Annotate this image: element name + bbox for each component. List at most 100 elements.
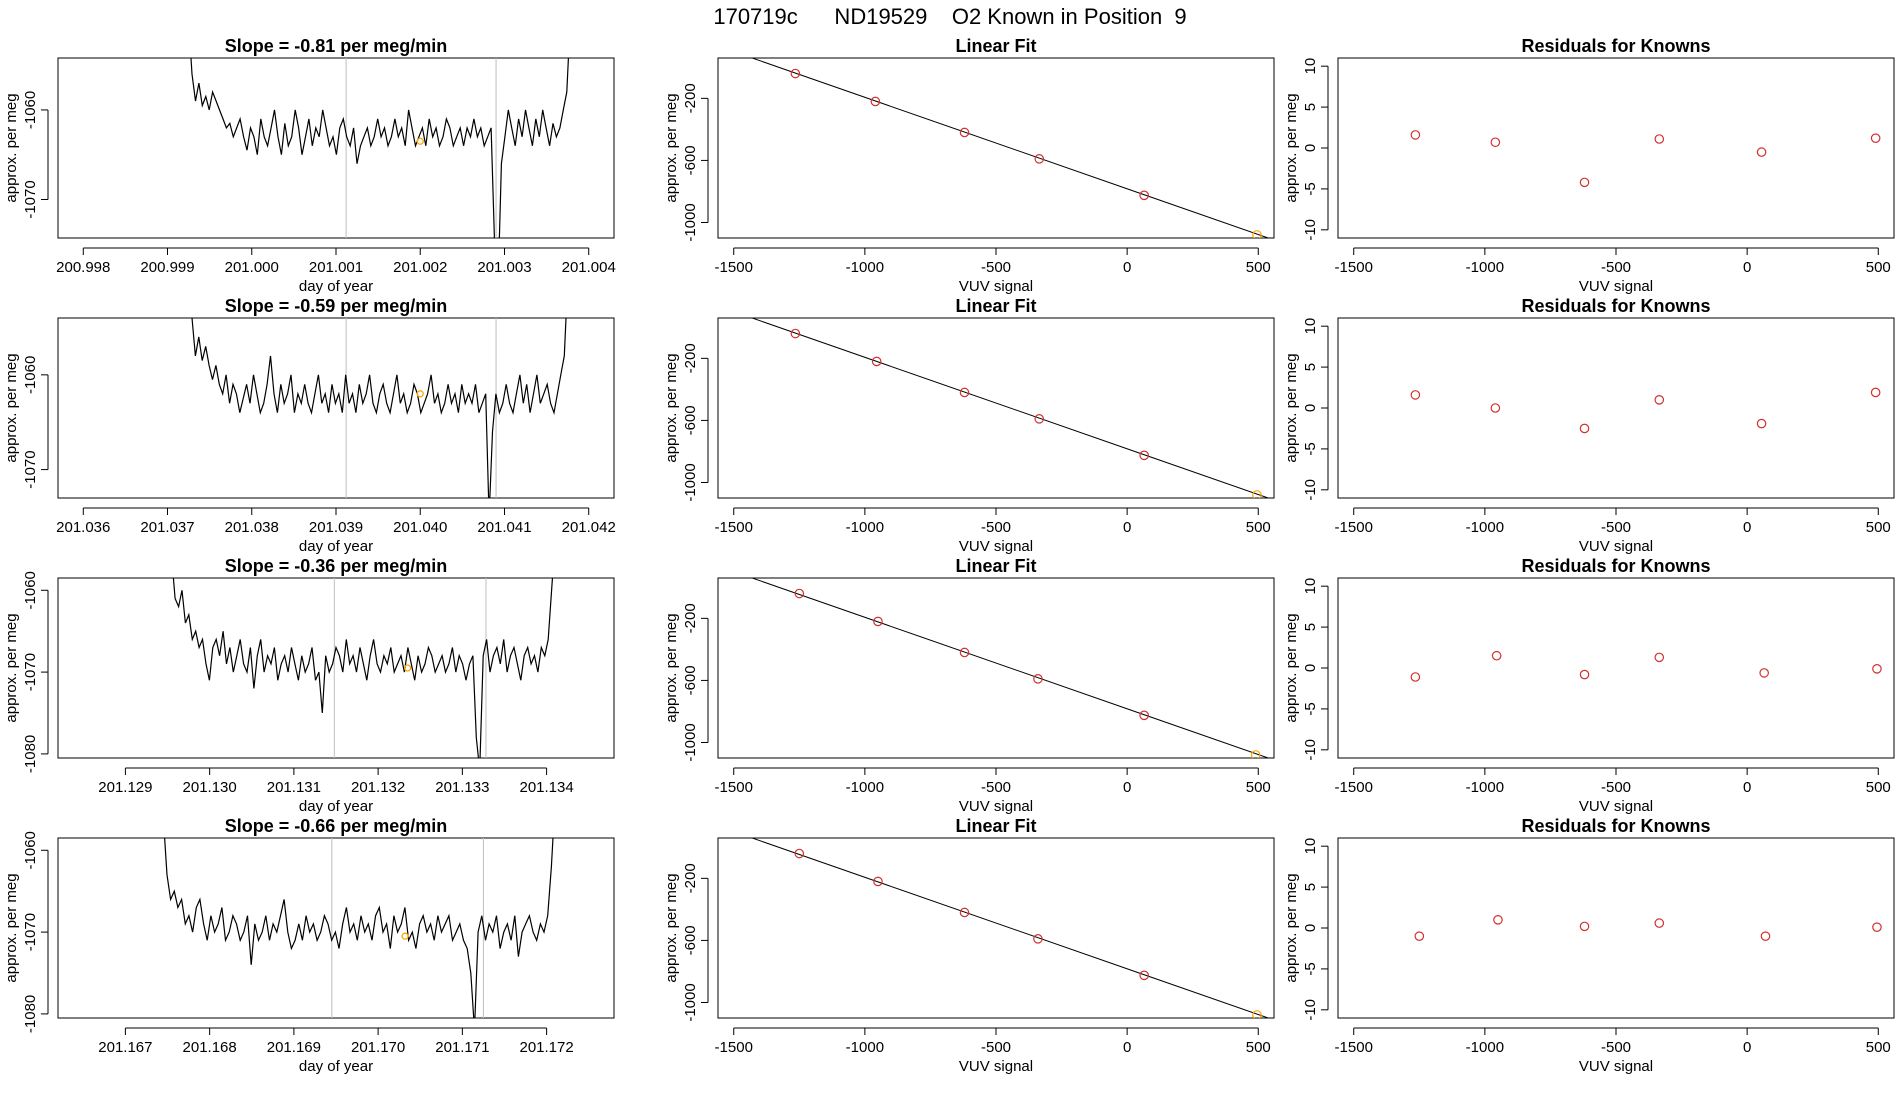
panel-title: Slope = -0.66 per meg/min <box>225 816 448 836</box>
panel-time-series-row-0: Slope = -0.81 per meg/min 200.998 200.999 2… <box>3 36 616 295</box>
highlight-point <box>416 390 424 398</box>
x-tick-label: -1000 <box>1466 1039 1504 1056</box>
plot-data <box>750 838 1270 1018</box>
x-tick-label: 201.131 <box>267 779 321 796</box>
x-tick-label: 201.172 <box>519 1039 573 1056</box>
x-tick-label: 201.130 <box>183 779 237 796</box>
highlight-point <box>403 664 412 672</box>
y-tick-label: 5 <box>1302 363 1319 371</box>
data-point <box>1493 915 1503 925</box>
x-tick-label: 201.037 <box>140 519 194 536</box>
data-point <box>1491 650 1502 661</box>
y-tick-label: 5 <box>1302 103 1319 111</box>
x-tick-label: 201.041 <box>477 519 531 536</box>
y-axis-label: approx. per meg <box>3 353 20 462</box>
data-point <box>794 848 805 859</box>
data-point <box>959 127 970 138</box>
series-line <box>191 318 567 498</box>
y-tick-label: -600 <box>682 405 699 435</box>
panel-title: Linear Fit <box>955 816 1036 836</box>
x-tick-label: -500 <box>981 779 1011 796</box>
panel-linear-fit-row-0: Linear Fit -1500 -1000 -500 0 500 VUV signal -2… <box>663 36 1275 295</box>
x-tick-label: 0 <box>1743 259 1751 276</box>
y-tick-label: -200 <box>682 863 699 893</box>
panel-title: Residuals for Knowns <box>1521 296 1710 316</box>
fit-line <box>750 318 1270 498</box>
highlight-point <box>1252 1010 1262 1018</box>
y-axis-label: approx. per meg <box>663 353 680 462</box>
y-tick-label: 5 <box>1302 883 1319 891</box>
data-point <box>1139 450 1149 461</box>
data-point <box>1579 423 1590 434</box>
series-line <box>190 58 570 238</box>
y-tick-label: -600 <box>682 925 699 955</box>
data-point <box>1033 674 1043 684</box>
series-line <box>164 838 554 1018</box>
data-point <box>1410 672 1421 682</box>
y-tick-label: 5 <box>1302 623 1319 631</box>
y-tick-label: -1060 <box>22 831 39 869</box>
data-point <box>1654 918 1665 928</box>
panel-title: Linear Fit <box>955 296 1036 316</box>
x-tick-label: 201.171 <box>435 1039 489 1056</box>
series-line <box>172 578 554 758</box>
y-tick-label: -200 <box>682 603 699 633</box>
data-point <box>871 356 882 367</box>
data-point <box>873 876 883 887</box>
y-tick-label: -600 <box>682 665 699 695</box>
x-axis-label: VUV signal <box>1579 1058 1653 1075</box>
data-point <box>1872 664 1882 674</box>
data-point <box>790 328 801 339</box>
plot-data <box>750 578 1270 758</box>
panel-linear-fit-row-3: Linear Fit -1500 -1000 -500 0 500 VUV signal -2… <box>663 816 1275 1075</box>
data-point <box>1034 154 1045 164</box>
x-tick-label: 201.040 <box>393 519 447 536</box>
y-tick-label: -10 <box>1302 479 1319 501</box>
y-tick-label: 0 <box>1302 144 1319 152</box>
x-tick-label: -500 <box>981 519 1011 536</box>
y-tick-label: -1080 <box>22 995 39 1033</box>
x-tick-label: 0 <box>1743 1039 1751 1056</box>
x-tick-label: 0 <box>1123 1039 1131 1056</box>
x-tick-label: 500 <box>1866 259 1891 276</box>
panel-title: Residuals for Knowns <box>1521 556 1710 576</box>
y-tick-label: -5 <box>1302 962 1319 975</box>
plot-data <box>1410 387 1881 434</box>
data-point <box>959 907 970 918</box>
panel-residuals-row-3: Residuals for Knowns -1500 -1000 -500 0 500 VU… <box>1283 816 1895 1075</box>
y-tick-label: -10 <box>1302 999 1319 1021</box>
data-point <box>1756 147 1767 157</box>
highlight-point <box>401 932 409 940</box>
x-tick-label: -1000 <box>1466 779 1504 796</box>
x-axis-label: VUV signal <box>959 278 1033 295</box>
x-tick-label: 201.000 <box>225 259 279 276</box>
panel-title: Linear Fit <box>955 556 1036 576</box>
x-tick-label: -1500 <box>715 1039 753 1056</box>
data-point <box>1139 190 1149 201</box>
data-point <box>1654 134 1665 144</box>
x-tick-label: 201.002 <box>393 259 447 276</box>
x-axis-label: VUV signal <box>1579 278 1653 295</box>
panel-title: Slope = -0.59 per meg/min <box>225 296 448 316</box>
data-point <box>1870 133 1881 143</box>
panel-title: Linear Fit <box>955 36 1036 56</box>
x-tick-label: 200.999 <box>140 259 194 276</box>
x-tick-label: 500 <box>1246 1039 1271 1056</box>
x-tick-label: -500 <box>1601 779 1631 796</box>
plot-frame <box>1337 57 1895 239</box>
y-axis-label: approx. per meg <box>1283 613 1300 722</box>
x-tick-label: 500 <box>1866 1039 1891 1056</box>
data-point <box>1139 710 1149 721</box>
data-point <box>873 616 883 627</box>
y-axis-label: approx. per meg <box>1283 93 1300 202</box>
highlight-point <box>1252 490 1262 498</box>
plot-frame <box>717 837 1275 1019</box>
data-point <box>1410 390 1421 400</box>
y-tick-label: -1060 <box>22 571 39 609</box>
y-tick-label: -10 <box>1302 739 1319 761</box>
plot-data <box>750 318 1270 498</box>
x-axis-label: day of year <box>299 278 373 295</box>
panel-title: Residuals for Knowns <box>1521 816 1710 836</box>
x-tick-label: -1000 <box>846 519 884 536</box>
y-axis-label: approx. per meg <box>3 93 20 202</box>
